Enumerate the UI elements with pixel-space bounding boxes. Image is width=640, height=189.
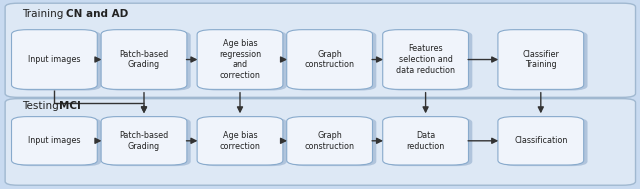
Text: Age bias
regression
and
correction: Age bias regression and correction [219,39,261,80]
FancyBboxPatch shape [105,118,191,166]
FancyBboxPatch shape [15,118,101,166]
FancyBboxPatch shape [5,99,636,185]
FancyBboxPatch shape [287,117,372,165]
FancyBboxPatch shape [498,117,584,165]
FancyBboxPatch shape [15,31,101,91]
Text: Input images: Input images [28,55,81,64]
FancyBboxPatch shape [101,117,187,165]
Text: Graph
construction: Graph construction [305,50,355,69]
FancyBboxPatch shape [498,30,584,89]
Text: Input images: Input images [28,136,81,145]
FancyBboxPatch shape [101,30,187,89]
FancyBboxPatch shape [383,30,468,89]
Text: Training: Training [22,9,67,19]
Text: Patch-based
Grading: Patch-based Grading [120,50,168,69]
Text: Graph
construction: Graph construction [305,131,355,151]
FancyBboxPatch shape [197,30,283,89]
FancyBboxPatch shape [291,31,376,91]
FancyBboxPatch shape [201,118,287,166]
Text: MCI: MCI [59,101,81,111]
Text: Classification: Classification [514,136,568,145]
FancyBboxPatch shape [387,118,472,166]
Text: Testing: Testing [22,101,63,111]
FancyBboxPatch shape [502,118,588,166]
FancyBboxPatch shape [387,31,472,91]
FancyBboxPatch shape [5,3,636,97]
FancyBboxPatch shape [105,31,191,91]
Text: Data
reduction: Data reduction [406,131,445,151]
FancyBboxPatch shape [12,117,97,165]
Text: Age bias
correction: Age bias correction [220,131,260,151]
FancyBboxPatch shape [12,30,97,89]
Text: Classifier
Training: Classifier Training [522,50,559,69]
Text: Patch-based
Grading: Patch-based Grading [120,131,168,151]
FancyBboxPatch shape [201,31,287,91]
FancyBboxPatch shape [502,31,588,91]
FancyBboxPatch shape [291,118,376,166]
Text: CN and AD: CN and AD [66,9,128,19]
FancyBboxPatch shape [287,30,372,89]
FancyBboxPatch shape [383,117,468,165]
Text: Features
selection and
data reduction: Features selection and data reduction [396,44,455,75]
FancyBboxPatch shape [197,117,283,165]
